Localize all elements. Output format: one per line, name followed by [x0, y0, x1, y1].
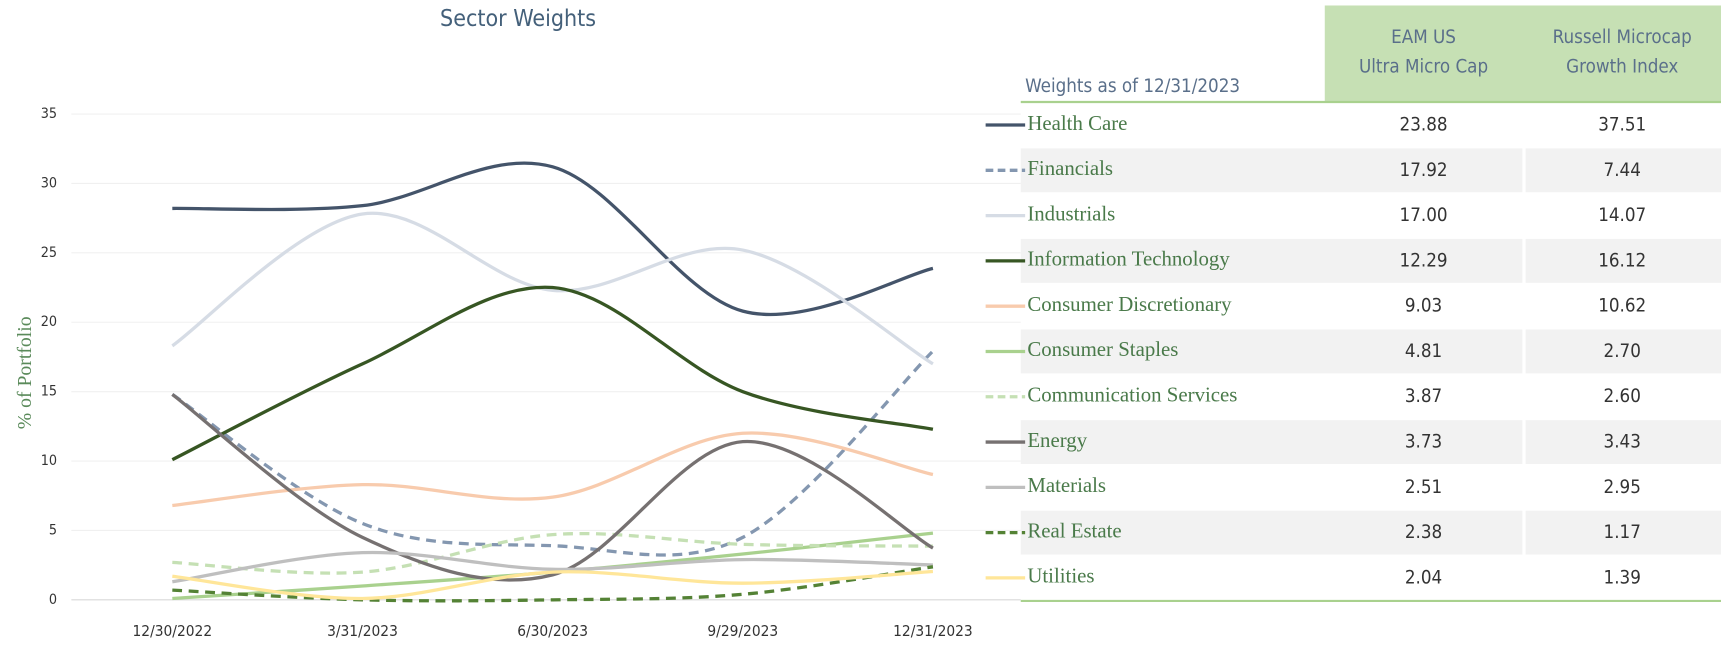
y-tick-label: 10: [41, 453, 57, 469]
y-tick-label: 15: [41, 384, 57, 400]
legend-label: Utilities: [1027, 564, 1094, 588]
table-cell: 17.00: [1400, 205, 1448, 226]
x-tick-label: 12/31/2023: [893, 622, 973, 640]
table-cell: 2.95: [1604, 477, 1641, 498]
table-cell: 2.04: [1405, 567, 1442, 588]
table-cell: 1.17: [1604, 522, 1641, 543]
table-cell: 16.12: [1598, 250, 1646, 271]
row-bg: [1525, 510, 1721, 555]
table-cell: 10.62: [1598, 296, 1646, 317]
series-line: [172, 431, 934, 508]
y-tick-label: 25: [41, 245, 57, 261]
series-line: [171, 349, 935, 557]
y-tick-label: 35: [41, 106, 57, 122]
series-line: [172, 161, 934, 317]
legend-label: Health Care: [1027, 111, 1127, 135]
table-cell: 9.03: [1405, 296, 1442, 317]
series-line: [171, 393, 934, 582]
row-bg: [1020, 329, 1523, 374]
table-caption: Weights as of 12/31/2023: [1025, 76, 1240, 97]
row-bg: [1020, 238, 1523, 283]
table-cell: 4.81: [1405, 341, 1442, 362]
series-line: [172, 565, 934, 603]
table-cell: 7.44: [1604, 160, 1641, 181]
legend-label: Communication Services: [1027, 383, 1237, 407]
table-cell: 14.07: [1598, 205, 1646, 226]
table-cell: 3.43: [1604, 432, 1641, 453]
row-bg: [1020, 148, 1523, 193]
x-tick-label: 6/30/2023: [517, 622, 588, 640]
x-tick-label: 9/29/2023: [707, 622, 778, 640]
table-header-bg: [1324, 5, 1721, 102]
table-cell: 1.39: [1604, 567, 1641, 588]
table-cell: 37.51: [1598, 115, 1646, 136]
legend-label: Materials: [1027, 473, 1106, 497]
table-cell: 23.88: [1400, 115, 1448, 136]
series-line: [172, 550, 933, 584]
series-line: [172, 531, 933, 575]
legend-label: Energy: [1027, 428, 1087, 452]
chart-title: Sector Weights: [440, 6, 596, 32]
series-line: [171, 211, 934, 366]
legend-label: Industrials: [1027, 201, 1115, 225]
column-header: Ultra Micro Cap: [1359, 56, 1488, 77]
column-header: Russell Microcap: [1553, 27, 1692, 48]
y-tick-label: 30: [41, 175, 57, 191]
x-tick-label: 3/31/2023: [327, 622, 398, 640]
legend-label: Financials: [1027, 156, 1113, 180]
column-header: Growth Index: [1566, 56, 1678, 77]
y-tick-label: 0: [49, 592, 57, 608]
y-tick-label: 5: [49, 522, 57, 538]
row-bg: [1525, 329, 1721, 374]
row-bg: [1525, 238, 1721, 283]
y-tick-label: 20: [41, 314, 57, 330]
legend-label: Consumer Discretionary: [1027, 292, 1232, 316]
table-cell: 2.60: [1604, 386, 1641, 407]
row-bg: [1525, 420, 1721, 464]
legend-label: Real Estate: [1027, 518, 1121, 542]
table-cell: 2.38: [1405, 522, 1442, 543]
legend-label: Consumer Staples: [1027, 337, 1178, 361]
series-line: [172, 569, 934, 601]
series-line: [172, 531, 934, 601]
legend-label: Information Technology: [1027, 247, 1230, 271]
row-bg: [1020, 420, 1523, 464]
table-cell: 12.29: [1400, 250, 1448, 271]
table-cell: 17.92: [1400, 160, 1448, 181]
table-cell: 3.73: [1405, 432, 1442, 453]
table-cell: 2.51: [1405, 477, 1442, 498]
series-line: [171, 285, 934, 462]
y-axis-label: % of Portfolio: [14, 316, 36, 429]
row-bg: [1525, 148, 1721, 193]
x-tick-label: 12/30/2022: [133, 622, 213, 640]
table-cell: 2.70: [1604, 341, 1641, 362]
row-bg: [1020, 510, 1523, 555]
table-cell: 3.87: [1405, 386, 1442, 407]
column-header: EAM US: [1391, 27, 1456, 48]
